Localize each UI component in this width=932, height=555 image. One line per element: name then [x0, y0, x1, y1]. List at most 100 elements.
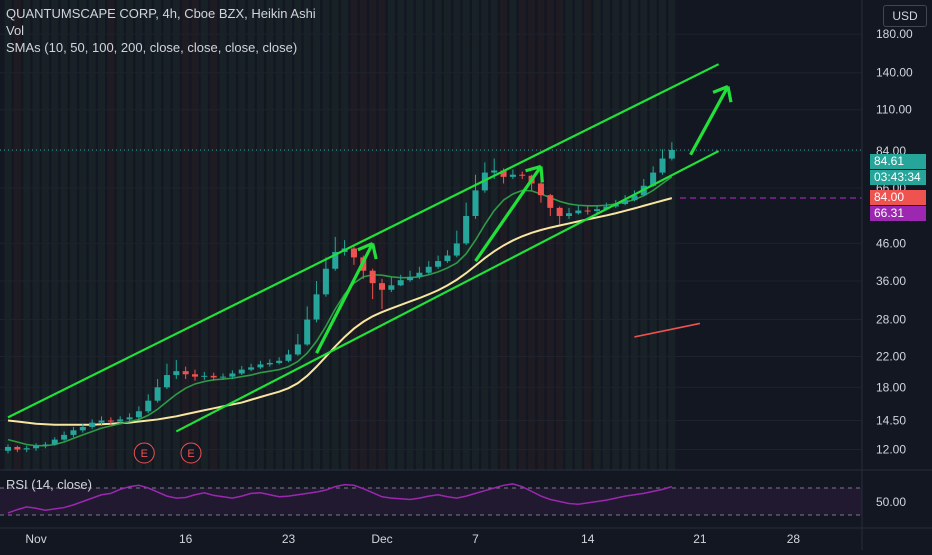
volume-bar: [322, 0, 330, 470]
candle-body: [322, 268, 329, 295]
volume-bar: [556, 0, 564, 470]
candle-body: [154, 387, 161, 401]
volume-bar: [528, 0, 536, 470]
candle-body: [304, 319, 311, 345]
volume-bar: [172, 0, 180, 470]
volume-bar: [434, 0, 442, 470]
arrow-shaft: [689, 85, 730, 156]
candle-body: [379, 283, 385, 290]
volume-bar: [509, 0, 517, 470]
candle-body: [135, 411, 142, 418]
candle-body: [220, 376, 227, 378]
candle-body: [117, 419, 124, 422]
candle-body: [472, 190, 479, 217]
candle-body: [547, 195, 554, 208]
candle-body: [397, 280, 404, 286]
earnings-label: E: [141, 448, 148, 460]
volume-bar: [565, 0, 573, 470]
volume-bar: [406, 0, 414, 470]
candle-body: [229, 373, 236, 377]
arrow-head: [712, 84, 729, 94]
candle-body: [248, 367, 255, 370]
candle-body: [14, 446, 21, 450]
last-price-tag: 84.61: [870, 154, 926, 169]
y-tick-label: 28.00: [876, 313, 906, 327]
candle-body: [79, 426, 86, 431]
earnings-marker: [133, 442, 155, 464]
y-tick-label: 14.50: [876, 413, 906, 427]
candle-body: [622, 200, 629, 204]
volume-bar: [126, 0, 134, 470]
candle-body: [491, 170, 498, 173]
candle-body: [416, 272, 423, 277]
earnings-label: E: [187, 448, 194, 460]
volume-bar: [472, 0, 479, 470]
candle-body: [500, 170, 507, 177]
candle-body: [453, 243, 460, 256]
currency-button[interactable]: USD: [883, 5, 927, 27]
candle-body: [266, 362, 273, 365]
volume-bar: [331, 0, 339, 470]
candle-body: [566, 213, 572, 217]
volume-bar: [247, 0, 255, 470]
volume-bar: [621, 0, 629, 470]
volume-bar: [182, 0, 190, 470]
candle-body: [173, 371, 180, 376]
volume-bar: [275, 0, 283, 470]
candle-body: [509, 174, 516, 177]
x-tick-label: 7: [472, 532, 479, 546]
volume-bar: [4, 0, 12, 470]
y-tick-label: 12.00: [876, 443, 906, 457]
volume-bar: [415, 0, 423, 470]
sma-green-line: [7, 176, 673, 447]
volume-bar: [481, 0, 489, 470]
volume-bar: [13, 0, 21, 470]
volume-bar: [659, 0, 666, 470]
candle-body: [350, 248, 357, 258]
rsi-legend: RSI (14, close): [6, 477, 92, 492]
rsi-line: [7, 483, 673, 514]
candle-body: [444, 255, 451, 262]
volume-bar: [135, 0, 143, 470]
candle-body: [407, 276, 414, 281]
arrow-head: [357, 241, 374, 252]
candle-body: [668, 149, 675, 159]
candle-body: [238, 369, 245, 374]
candle-body: [659, 158, 666, 173]
candle-body: [425, 266, 432, 273]
candle-body: [51, 439, 58, 445]
volume-bar: [285, 0, 292, 470]
volume-bar: [60, 0, 68, 470]
volume-bar: [219, 0, 227, 470]
volume-bar: [228, 0, 236, 470]
x-tick-label: 23: [282, 532, 296, 546]
volume-bar: [313, 0, 321, 470]
arrow-shaft: [315, 242, 375, 354]
candle-body: [201, 375, 208, 377]
volume-bar: [518, 0, 526, 470]
candle-body: [257, 364, 264, 368]
y-tick-label: 46.00: [876, 236, 906, 250]
x-tick-label: 14: [581, 532, 595, 546]
candle-body: [276, 360, 283, 363]
y-tick-label: 36.00: [876, 274, 906, 288]
volume-bar: [79, 0, 87, 470]
volume-bar: [640, 0, 648, 470]
volume-bar: [443, 0, 451, 470]
volume-bar: [69, 0, 77, 470]
volume-bar: [537, 0, 545, 470]
volume-bar: [238, 0, 246, 470]
volume-bar: [256, 0, 264, 470]
candle-body: [23, 448, 30, 450]
volume-bar: [378, 0, 386, 470]
volume-bar: [602, 0, 610, 470]
candle-body: [631, 195, 638, 201]
volume-bar: [41, 0, 49, 470]
volume-bar: [32, 0, 40, 470]
volume-bar: [294, 0, 302, 470]
countdown-tag: 03:43:34: [870, 170, 926, 185]
candle-body: [388, 285, 395, 290]
x-tick-label: 16: [179, 532, 193, 546]
